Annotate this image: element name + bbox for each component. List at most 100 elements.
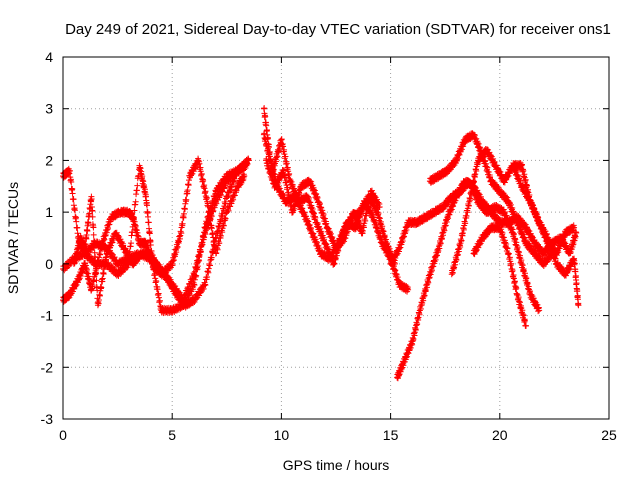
data-point bbox=[86, 210, 93, 217]
data-point bbox=[191, 281, 198, 288]
chart-title: Day 249 of 2021, Sidereal Day-to-day VTE… bbox=[65, 21, 611, 38]
data-point bbox=[376, 215, 383, 222]
data-point bbox=[194, 263, 201, 270]
data-point bbox=[99, 275, 106, 282]
data-point bbox=[278, 136, 285, 143]
data-point bbox=[467, 195, 474, 202]
data-point bbox=[153, 278, 160, 285]
data-point bbox=[181, 206, 188, 213]
data-point bbox=[178, 230, 185, 237]
data-point bbox=[205, 203, 212, 210]
data-point bbox=[183, 196, 190, 203]
data-point bbox=[132, 198, 139, 205]
data-point bbox=[82, 241, 89, 248]
data-point bbox=[282, 174, 289, 181]
data-point bbox=[196, 160, 203, 167]
series-track-7 bbox=[263, 155, 383, 253]
data-point bbox=[220, 222, 227, 229]
data-point bbox=[179, 220, 186, 227]
data-point bbox=[245, 157, 252, 164]
data-point bbox=[175, 238, 182, 245]
data-point bbox=[280, 167, 287, 174]
data-point bbox=[97, 251, 104, 258]
data-point bbox=[83, 232, 90, 239]
data-point bbox=[92, 259, 99, 266]
data-point bbox=[198, 170, 205, 177]
data-point bbox=[91, 241, 98, 248]
data-point bbox=[200, 177, 207, 184]
data-point bbox=[89, 207, 96, 214]
data-point bbox=[68, 179, 75, 186]
data-point bbox=[214, 227, 221, 234]
data-point bbox=[241, 172, 248, 179]
data-point bbox=[180, 210, 187, 217]
series-track-4 bbox=[70, 160, 250, 311]
data-point bbox=[145, 213, 152, 220]
data-point bbox=[201, 229, 208, 236]
data-point bbox=[96, 292, 103, 299]
data-point bbox=[208, 254, 215, 261]
data-point bbox=[90, 231, 97, 238]
data-point bbox=[89, 213, 96, 220]
data-point bbox=[219, 210, 226, 217]
series-track-5 bbox=[260, 105, 412, 295]
data-point bbox=[85, 219, 92, 226]
data-point bbox=[208, 225, 215, 232]
data-point bbox=[261, 105, 268, 112]
data-point bbox=[217, 218, 224, 225]
data-point bbox=[222, 200, 229, 207]
data-point bbox=[92, 254, 99, 261]
data-point bbox=[98, 284, 105, 291]
data-point bbox=[93, 277, 100, 284]
data-point bbox=[202, 282, 209, 289]
data-point bbox=[263, 122, 270, 129]
series-track-12 bbox=[470, 222, 530, 329]
data-point bbox=[89, 282, 96, 289]
data-point bbox=[140, 178, 147, 185]
data-point bbox=[131, 207, 138, 214]
data-point bbox=[216, 240, 223, 247]
data-point bbox=[88, 195, 95, 202]
data-point bbox=[204, 274, 211, 281]
data-point bbox=[90, 224, 97, 231]
data-point bbox=[282, 153, 289, 160]
data-point bbox=[93, 270, 100, 277]
data-point bbox=[74, 224, 81, 231]
data-point bbox=[266, 151, 273, 158]
data-point bbox=[170, 257, 177, 264]
data-point bbox=[84, 228, 91, 235]
data-point bbox=[262, 136, 269, 143]
data-point bbox=[66, 167, 73, 174]
data-point bbox=[197, 248, 204, 255]
data-point bbox=[71, 207, 78, 214]
data-point bbox=[144, 202, 150, 209]
data-point bbox=[102, 262, 108, 269]
data-point bbox=[134, 182, 141, 189]
data-point bbox=[243, 162, 250, 169]
data-point bbox=[156, 297, 163, 304]
data-point bbox=[137, 165, 144, 172]
data-point bbox=[213, 235, 220, 242]
data-point bbox=[193, 272, 200, 279]
data-point bbox=[405, 286, 412, 293]
data-point bbox=[207, 262, 213, 269]
data-point bbox=[283, 160, 290, 167]
data-point bbox=[154, 286, 161, 293]
data-point bbox=[199, 239, 206, 246]
data-point bbox=[94, 262, 101, 269]
data-point bbox=[147, 241, 154, 248]
data-point bbox=[211, 242, 218, 249]
data-point bbox=[262, 113, 269, 120]
data-point bbox=[217, 232, 224, 239]
data-point bbox=[70, 196, 77, 203]
data-point bbox=[95, 297, 102, 304]
data-point bbox=[222, 215, 229, 222]
data-point bbox=[280, 143, 287, 150]
data-point bbox=[207, 216, 214, 223]
data-point bbox=[69, 190, 76, 197]
data-point bbox=[285, 191, 292, 198]
data-point bbox=[145, 219, 152, 226]
data-point bbox=[128, 240, 135, 247]
data-point bbox=[286, 170, 293, 177]
